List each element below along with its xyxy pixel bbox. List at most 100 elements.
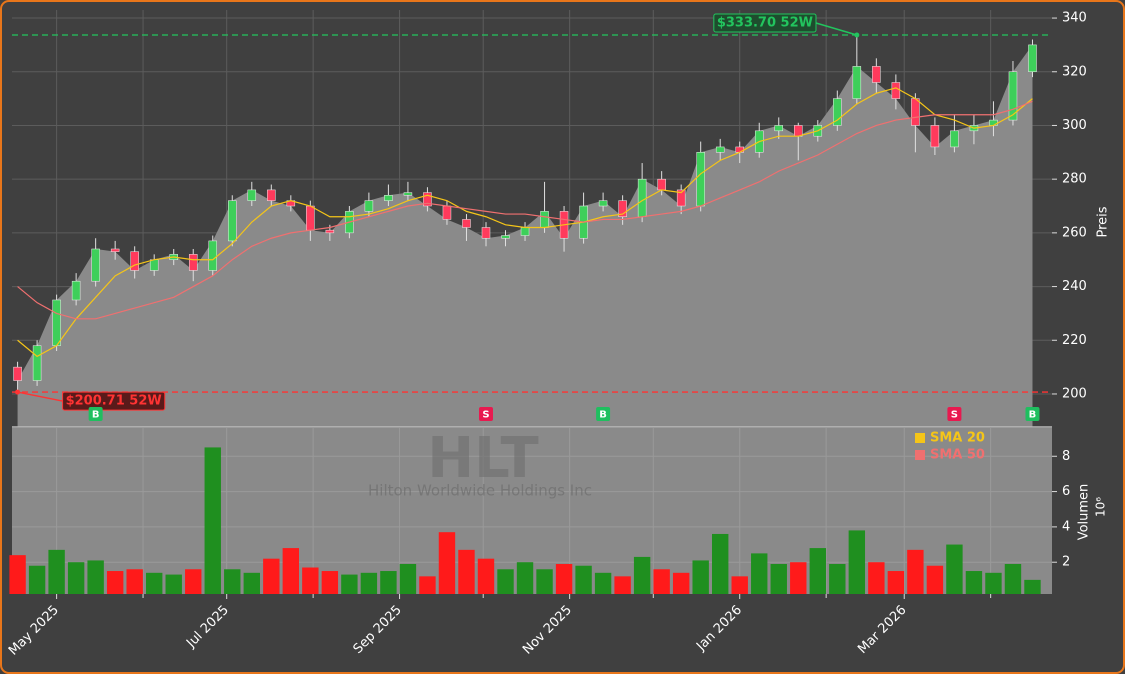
candle-body <box>501 235 510 239</box>
volume-bar <box>321 571 339 594</box>
y-tick-label: 220 <box>1062 333 1087 348</box>
volume-bar <box>48 549 65 594</box>
volume-bar <box>1024 579 1041 594</box>
y-axis-label: Volumen <box>1077 484 1092 541</box>
volume-bar <box>146 572 163 594</box>
volume-bar <box>9 555 26 594</box>
candle-body <box>462 219 471 228</box>
extreme-point <box>15 389 21 395</box>
volume-bar <box>204 447 221 594</box>
y-tick-label: 4 <box>1062 519 1070 534</box>
legend-swatch <box>915 433 925 443</box>
candle-body <box>637 178 647 218</box>
y-axis-label: Preis <box>1096 206 1111 237</box>
candle-body <box>735 146 744 153</box>
y-tick-label: 2 <box>1062 555 1070 570</box>
signal-marker <box>947 407 962 421</box>
sma-line <box>17 87 1033 358</box>
candle-body <box>794 125 803 137</box>
signal-marker <box>88 407 103 421</box>
volume-bar <box>28 565 46 594</box>
volume-bar <box>907 549 924 594</box>
candle-body <box>32 345 42 381</box>
volume-bar <box>380 571 397 594</box>
volume-bar <box>536 569 553 594</box>
candle-body <box>676 189 686 207</box>
volume-bar <box>672 572 690 594</box>
y-tick-label: 340 <box>1062 11 1087 26</box>
candle-body <box>618 200 627 218</box>
candle-body <box>91 248 100 282</box>
volume-bar <box>419 576 436 594</box>
candle-body <box>110 248 120 252</box>
volume-bar <box>575 565 592 594</box>
signal-label: B <box>92 410 100 421</box>
volume-bar <box>868 562 885 594</box>
volume-bar <box>399 563 417 594</box>
y-tick-label: 200 <box>1062 386 1087 401</box>
y-tick-label: 240 <box>1062 279 1087 294</box>
candle-body <box>774 125 784 132</box>
axis-unit: 10⁶ <box>1094 497 1108 517</box>
candle-body <box>403 192 413 196</box>
signal-label: S <box>482 410 489 421</box>
volume-bar <box>946 544 963 594</box>
signal-label: B <box>599 410 607 421</box>
candle-body <box>696 152 705 207</box>
volume-bar <box>614 576 631 594</box>
candle-body <box>481 227 491 239</box>
watermark-symbol: HLT <box>427 426 538 491</box>
signal-label: S <box>951 410 958 421</box>
signal-marker <box>478 407 493 421</box>
volume-bar <box>653 569 670 594</box>
volume-bar <box>438 532 456 594</box>
volume-bar <box>829 563 846 594</box>
extreme-arrow <box>815 22 858 36</box>
candle-body <box>247 189 257 201</box>
volume-bar <box>770 563 787 594</box>
candle-body <box>950 130 959 148</box>
volume-bar <box>692 560 709 594</box>
extreme-label: $333.70 52W <box>713 13 817 33</box>
candle-body <box>715 146 725 153</box>
sma-line <box>17 100 1033 320</box>
volume-bar <box>497 569 514 594</box>
volume-bar <box>282 548 300 594</box>
volume-bar <box>633 556 651 594</box>
candle-body <box>208 240 218 271</box>
extreme-arrow <box>17 391 63 402</box>
y-tick-label: 6 <box>1062 484 1070 499</box>
y-tick-label: 300 <box>1062 118 1087 133</box>
candle-body <box>149 259 159 271</box>
candle-body <box>364 200 374 212</box>
volume-bar <box>926 565 944 594</box>
volume-bar <box>887 571 905 594</box>
candle-body <box>423 192 432 207</box>
volume-bar <box>224 569 241 594</box>
volume-bar <box>341 574 358 594</box>
volume-bar <box>185 569 202 594</box>
candle-body <box>384 195 393 201</box>
volume-bar <box>751 553 768 594</box>
volume-bar <box>106 571 124 594</box>
candle-body <box>852 66 862 99</box>
signal-label: B <box>1029 410 1037 421</box>
candle-body <box>228 200 237 242</box>
volume-bar <box>965 571 983 594</box>
volume-bar <box>243 572 260 594</box>
watermark-company: Hilton Worldwide Holdings Inc <box>368 482 592 500</box>
candle-body <box>833 98 842 126</box>
y-tick-label: 260 <box>1062 225 1087 240</box>
candle-body <box>1008 71 1018 121</box>
volume-bar <box>985 572 1002 594</box>
signal-marker <box>1025 407 1040 421</box>
candle-body <box>1028 44 1037 73</box>
signal-marker <box>596 407 611 421</box>
volume-bar <box>555 563 573 594</box>
volume-bar <box>477 558 495 594</box>
extreme-label: $200.71 52W <box>62 391 166 411</box>
volume-bar <box>790 562 807 594</box>
y-tick-label: 280 <box>1062 172 1087 187</box>
candle-body <box>598 200 608 207</box>
